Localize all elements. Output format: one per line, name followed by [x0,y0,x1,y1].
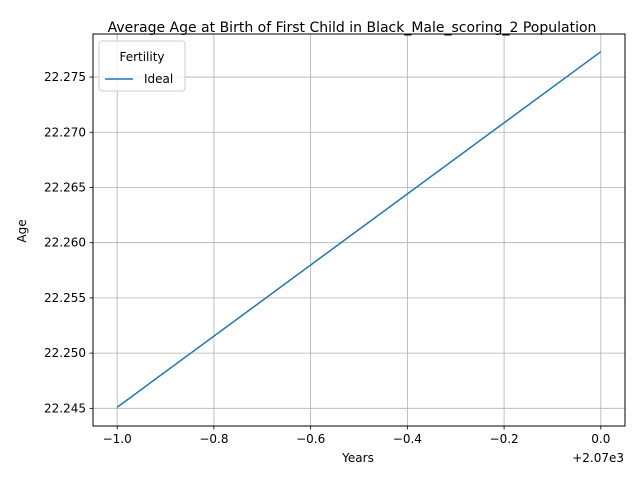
y-tick-label: 22.250 [44,346,86,360]
y-axis: 22.245 22.250 22.255 22.260 22.265 22.270 22.2… [44,70,93,415]
y-axis-label: Age [15,219,29,242]
x-tick-label: −0.6 [296,432,325,446]
y-tick-label: 22.270 [44,125,86,139]
legend-entry-ideal: Ideal [144,72,173,86]
y-tick-label: 22.275 [44,70,86,84]
x-tick-label: −0.4 [393,432,422,446]
x-axis: −1.0 −0.8 −0.6 −0.4 −0.2 0.0 [103,426,610,446]
x-tick-label: 0.0 [591,432,610,446]
series-line-ideal [116,51,602,408]
x-tick-label: −0.2 [490,432,519,446]
legend: Fertility Ideal [98,40,186,92]
grid [93,34,625,426]
x-axis-label: Years [341,451,374,465]
y-tick-label: 22.265 [44,180,86,194]
y-tick-label: 22.255 [44,291,86,305]
legend-title: Fertility [119,50,164,64]
x-tick-label: −0.8 [199,432,228,446]
y-tick-label: 22.260 [44,236,86,250]
series-layer [116,51,602,408]
y-tick-label: 22.245 [44,401,86,415]
x-tick-label: −1.0 [103,432,132,446]
chart-title: Average Age at Birth of First Child in B… [108,20,597,36]
plot-frame [92,33,626,427]
x-axis-offset-label: +2.07e3 [572,451,624,465]
